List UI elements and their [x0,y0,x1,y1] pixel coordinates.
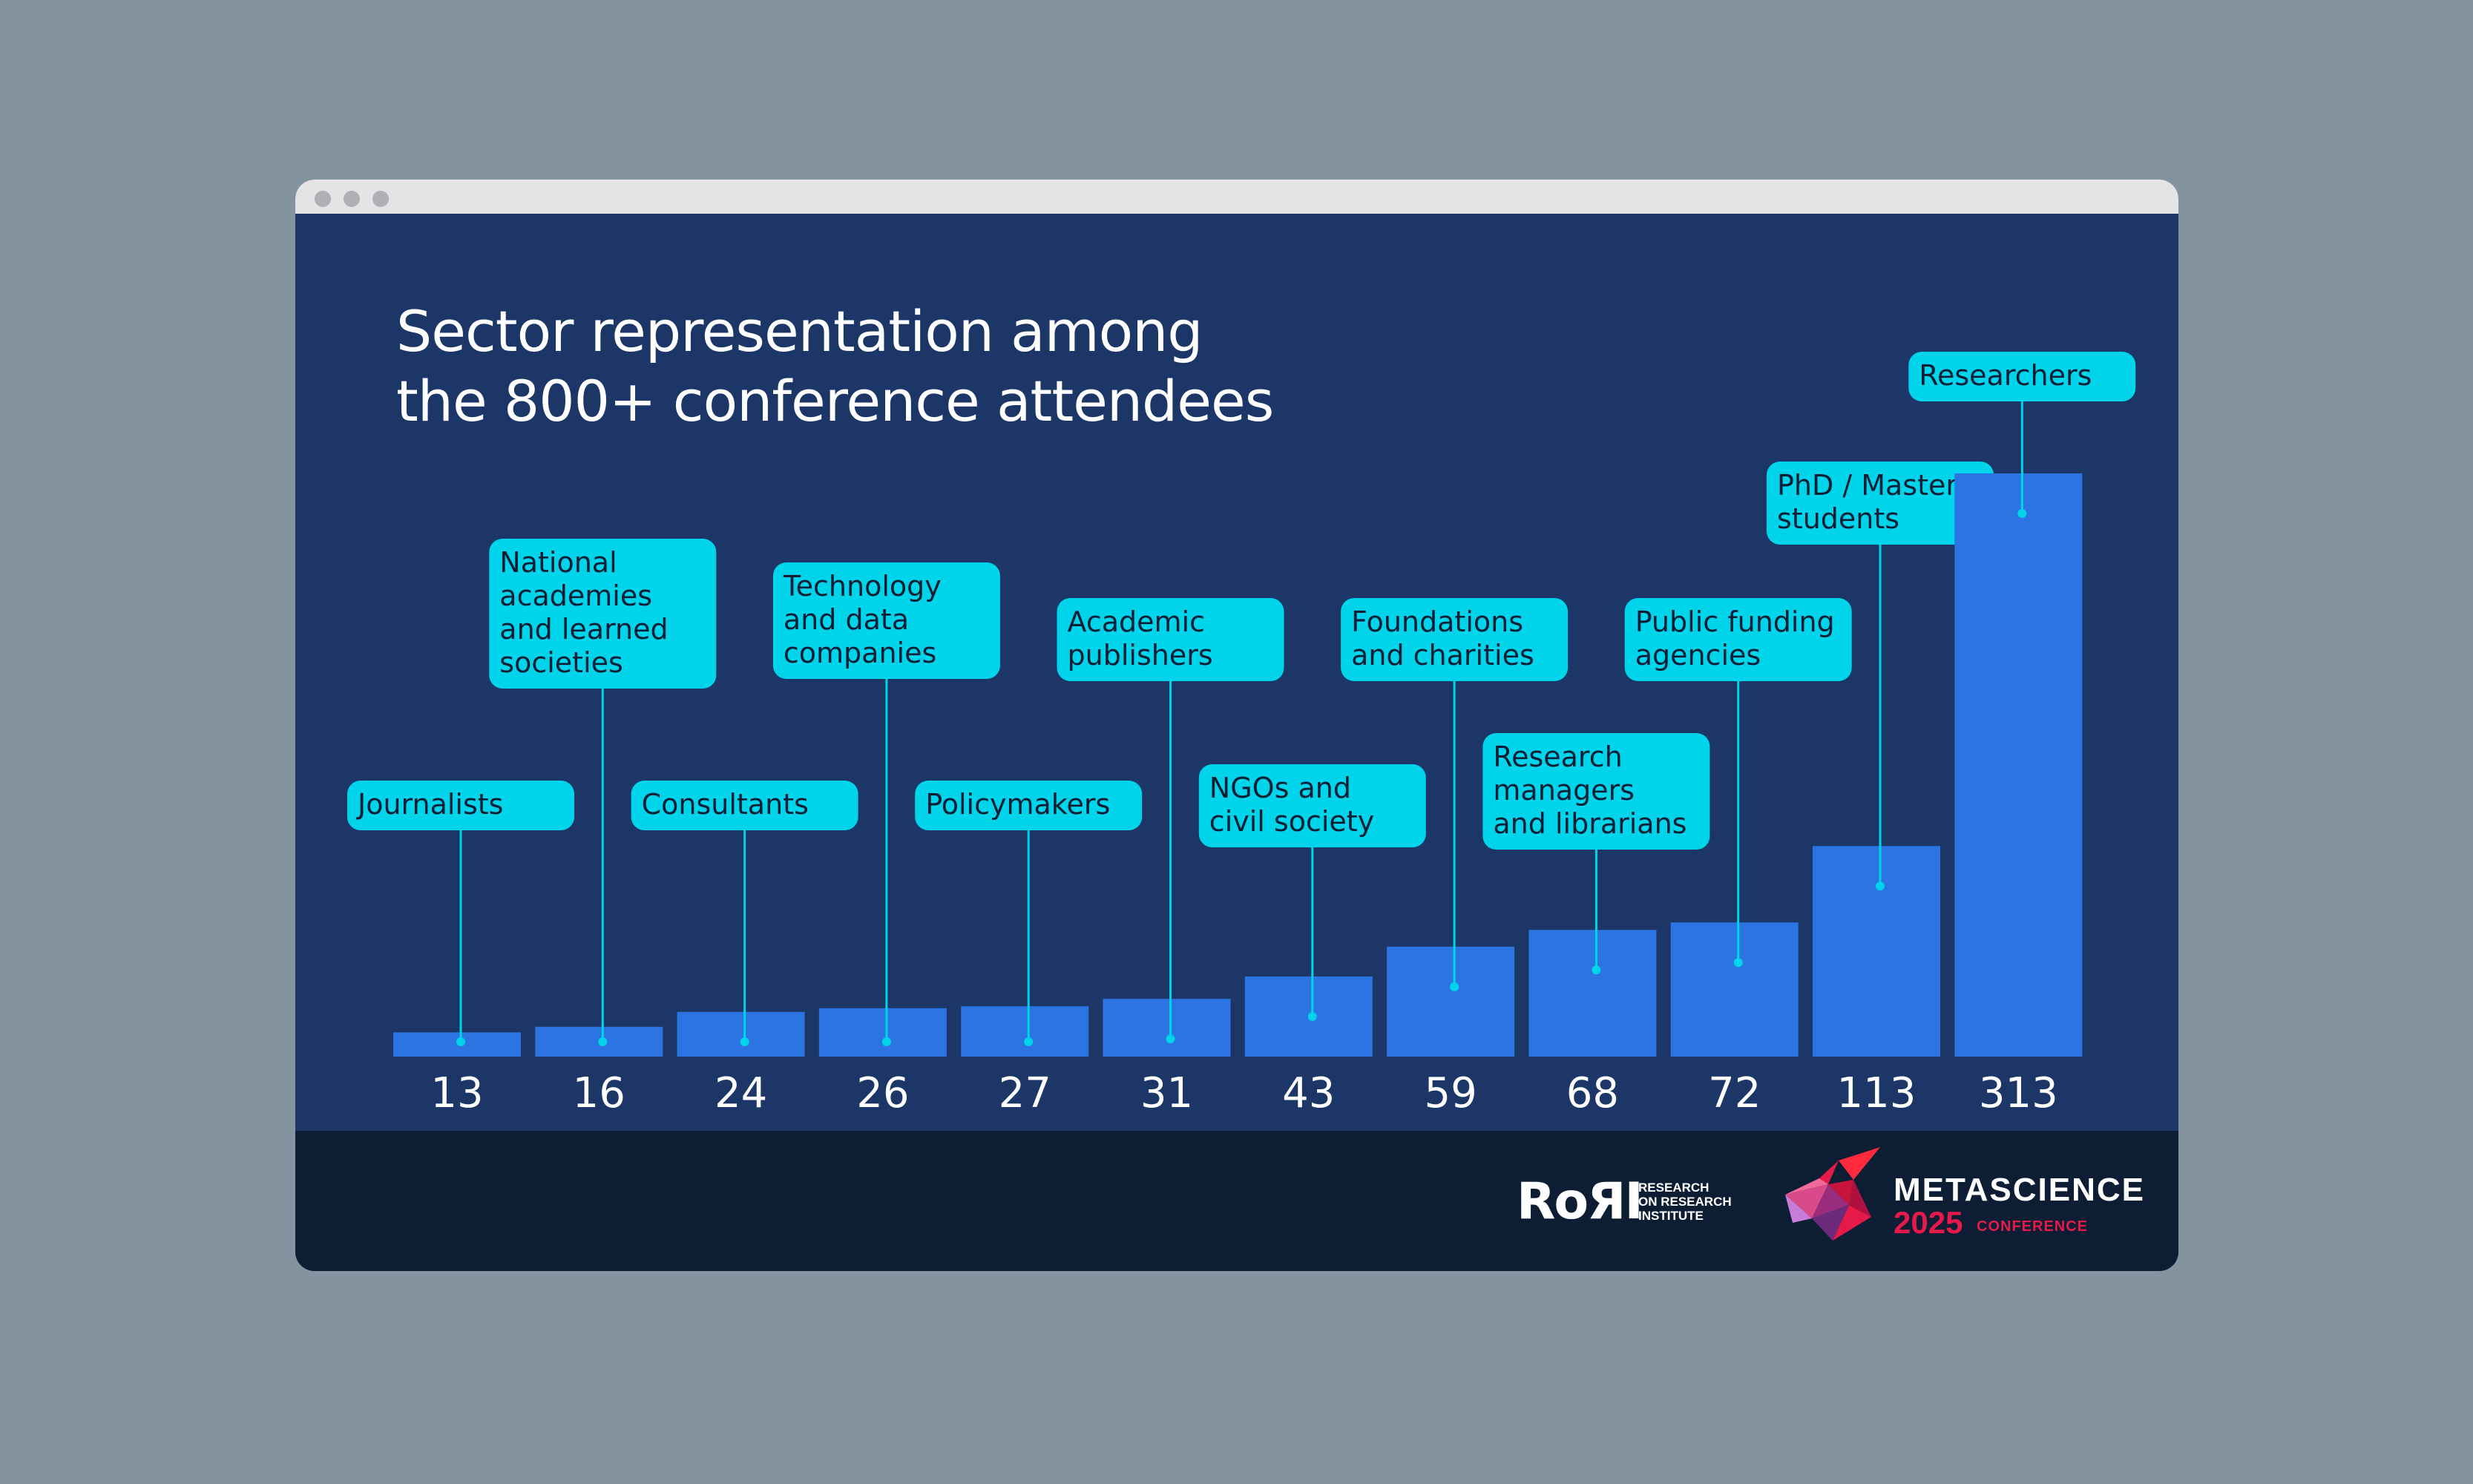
category-label: NGOs and [1209,772,1351,804]
window-dot-close[interactable] [315,191,331,207]
callout-anchor-dot [1307,1012,1317,1022]
rori-line: INSTITUTE [1638,1209,1704,1223]
callout-anchor-dot [1592,965,1601,975]
callout-box [347,781,574,830]
callout-anchor-dot [456,1037,465,1046]
bar [1528,930,1657,1057]
rori-wordmark: RoЯI [1517,1172,1643,1231]
category-label: societies [499,646,623,679]
metascience-name: METASCIENCE [1894,1172,2145,1208]
callout-box [1482,733,1710,850]
callout-box [915,781,1143,830]
value-label: 26 [856,1069,909,1117]
callout-box [1057,598,1284,681]
window-dot-maximize[interactable] [372,191,389,207]
value-label: 43 [1282,1069,1335,1117]
category-label: Researchers [1919,359,2092,392]
callout-anchor-dot [1024,1037,1034,1046]
window-dot-minimize[interactable] [344,191,360,207]
category-label: and learned [499,613,668,646]
callout-anchor-dot [1876,881,1885,891]
metascience-star-icon [1785,1147,1880,1241]
bar [677,1011,805,1057]
value-label: 59 [1424,1069,1477,1117]
callout-box [1198,764,1426,847]
value-label: 13 [430,1069,483,1117]
window-titlebar [295,180,2178,214]
callout-anchor-dot [740,1037,749,1046]
callout-anchor-dot [881,1037,891,1046]
bar [1387,946,1515,1057]
callout-anchor-dot [2017,509,2027,518]
category-label: PhD / Masters’ [1777,469,1981,502]
rori-institute-name: RESEARCH ON RESEARCH INSTITUTE [1638,1181,1787,1223]
callout-box [631,781,858,830]
footer-bar: RoЯI RESEARCH ON RESEARCH INSTITUTE META… [295,1131,2178,1271]
category-label: and data [784,603,909,636]
category-label: students [1777,502,1899,535]
category-label: National [499,546,617,579]
bar [1954,473,2083,1057]
category-label: agencies [1635,639,1761,672]
category-label: Technology [783,570,942,603]
value-label: 72 [1708,1069,1761,1117]
value-label: 27 [999,1069,1051,1117]
bar [1670,922,1799,1057]
category-label: companies [784,637,936,669]
category-label: and librarians [1493,807,1687,840]
value-label: 24 [715,1069,767,1117]
value-label: 16 [573,1069,625,1117]
metascience-conference-label: CONFERENCE [1977,1218,2089,1235]
category-label: Foundations [1351,605,1523,638]
category-label: Public funding [1635,605,1835,638]
value-label: 313 [1979,1069,2058,1117]
metascience-year: 2025 [1894,1205,1963,1240]
callout-anchor-dot [1733,958,1743,968]
category-label: Policymakers [925,788,1110,821]
category-label: Research [1493,741,1622,773]
bar [1813,846,1940,1057]
callout-box [1767,462,1994,545]
callout-box [772,562,1000,679]
bar [1103,999,1231,1057]
callout-anchor-dot [1450,982,1459,991]
callout-box [1624,598,1852,681]
value-label: 31 [1140,1069,1193,1117]
chart-title: Sector representation among the 800+ con… [396,298,1274,434]
callout-box [489,539,717,689]
bar [818,1008,947,1057]
category-label: Academic [1068,605,1205,638]
callout-anchor-dot [598,1037,608,1046]
callout-anchor-dot [1166,1034,1175,1044]
category-label: civil society [1209,805,1374,838]
bar [961,1006,1089,1057]
category-label: publishers [1068,639,1213,672]
category-label: managers [1493,774,1635,807]
category-label: Journalists [356,788,503,821]
browser-window: Sector representation among the 800+ con… [295,180,2178,1271]
value-label: 68 [1566,1069,1619,1117]
rori-line: ON RESEARCH [1638,1195,1732,1209]
callout-box [1908,352,2136,401]
category-label: Consultants [642,788,809,821]
callout-box [1341,598,1569,681]
value-label: 113 [1837,1069,1917,1117]
chart-area: Sector representation among the 800+ con… [295,214,2178,1271]
metascience-logo: METASCIENCE 2025 CONFERENCE [1776,1146,2162,1250]
category-label: and charities [1351,639,1534,672]
bar [393,1032,521,1057]
category-label: academies [499,580,652,612]
rori-line: RESEARCH [1638,1181,1710,1195]
